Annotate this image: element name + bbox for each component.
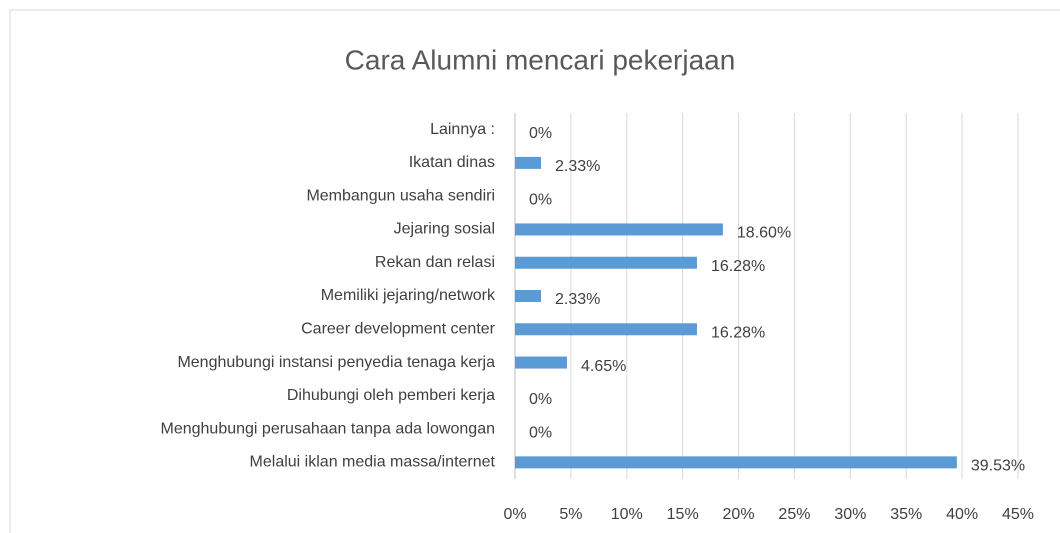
y-tick-label: Jejaring sosial	[394, 221, 495, 238]
value-label: 39.53%	[971, 458, 1025, 475]
value-label: 0%	[529, 424, 552, 441]
value-label: 0%	[529, 391, 552, 408]
bar	[515, 290, 542, 302]
x-tick-label: 45%	[1002, 506, 1034, 523]
x-tick-label: 0%	[503, 506, 526, 523]
bar	[515, 323, 697, 336]
y-tick-label: Ikatan dinas	[409, 154, 495, 171]
value-label: 16.28%	[711, 258, 765, 275]
bar	[515, 356, 567, 369]
x-tick-label: 30%	[834, 506, 866, 523]
bar	[515, 156, 542, 169]
x-tick-label: 15%	[667, 506, 699, 523]
y-tick-label: Rekan dan relasi	[375, 254, 495, 271]
y-tick-label: Melalui iklan media massa/internet	[250, 454, 496, 471]
x-tick-label: 5%	[559, 506, 582, 523]
bar	[515, 256, 697, 269]
y-tick-label: Membangun usaha sendiri	[306, 187, 495, 204]
y-tick-label: Memiliki jejaring/network	[321, 287, 496, 304]
y-tick-label: Menghubungi perusahaan tanpa ada lowonga…	[161, 420, 496, 437]
value-label: 18.60%	[737, 225, 791, 242]
chart-title: Cara Alumni mencari pekerjaan	[345, 44, 736, 75]
x-tick-label: 40%	[946, 506, 978, 523]
y-tick-label: Lainnya :	[430, 121, 495, 138]
value-label: 4.65%	[581, 358, 626, 375]
y-tick-label: Career development center	[301, 320, 496, 337]
value-label: 2.33%	[555, 158, 600, 175]
x-tick-label: 10%	[611, 506, 643, 523]
value-label: 0%	[529, 191, 552, 208]
value-label: 16.28%	[711, 324, 765, 341]
y-tick-label: Menghubungi instansi penyedia tenaga ker…	[177, 354, 495, 371]
x-tick-label: 25%	[778, 506, 810, 523]
y-tick-label: Dihubungi oleh pemberi kerja	[287, 387, 495, 404]
value-label: 0%	[529, 125, 552, 142]
x-tick-label: 35%	[890, 506, 922, 523]
bar	[515, 456, 957, 469]
bar	[515, 223, 723, 236]
x-tick-label: 20%	[723, 506, 755, 523]
value-label: 2.33%	[555, 291, 600, 308]
